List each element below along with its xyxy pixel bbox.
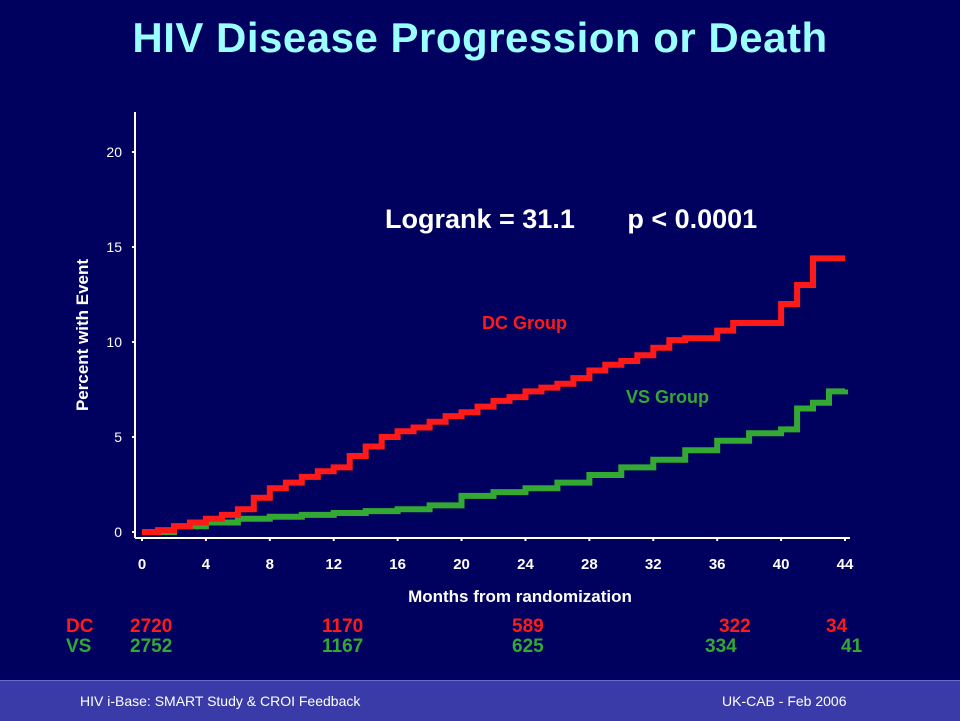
dc-group-line — [142, 255, 845, 535]
x-axis-title: Months from randomization — [408, 587, 632, 606]
x-tick-label: 12 — [325, 556, 342, 573]
y-tick-label: 5 — [114, 429, 122, 445]
x-tick-label: 8 — [266, 556, 274, 573]
x-tick-label: 44 — [837, 556, 854, 573]
logrank-annotation: Logrank = 31.1 p < 0.0001 — [385, 204, 757, 234]
x-tick-label: 4 — [202, 556, 211, 573]
x-tick-label: 36 — [709, 556, 726, 573]
vs-group-line — [142, 388, 848, 535]
y-tick-label: 15 — [106, 239, 122, 255]
footer-left-text: HIV i-Base: SMART Study & CROI Feedback — [80, 693, 361, 709]
footer-right-text: UK-CAB - Feb 2006 — [722, 693, 847, 709]
x-tick-label: 32 — [645, 556, 662, 573]
y-ticks: 0 5 10 15 20 — [106, 144, 136, 540]
x-tick-label: 16 — [389, 556, 406, 573]
x-tick-label: 20 — [453, 556, 470, 573]
x-tick-label: 0 — [138, 556, 146, 573]
chart-axes — [134, 112, 850, 539]
y-tick-label: 10 — [106, 334, 122, 350]
y-axis-title: Percent with Event — [73, 259, 92, 411]
x-tick-label: 24 — [517, 556, 534, 573]
footer-bar: HIV i-Base: SMART Study & CROI Feedback … — [0, 680, 960, 721]
vs-group-label: VS Group — [626, 387, 709, 407]
x-ticks: 0 4 8 12 16 20 24 28 32 36 40 44 — [138, 537, 854, 573]
series-lines — [142, 255, 848, 535]
y-tick-label: 20 — [106, 144, 122, 160]
y-tick-label: 0 — [114, 524, 122, 540]
dc-group-label: DC Group — [482, 313, 567, 333]
x-tick-label: 28 — [581, 556, 598, 573]
slide-title: HIV Disease Progression or Death — [132, 14, 828, 61]
km-chart: 0 5 10 15 20 0 4 8 12 16 20 24 28 32 36 40 44 Percent w… — [73, 112, 854, 606]
x-tick-label: 40 — [773, 556, 790, 573]
